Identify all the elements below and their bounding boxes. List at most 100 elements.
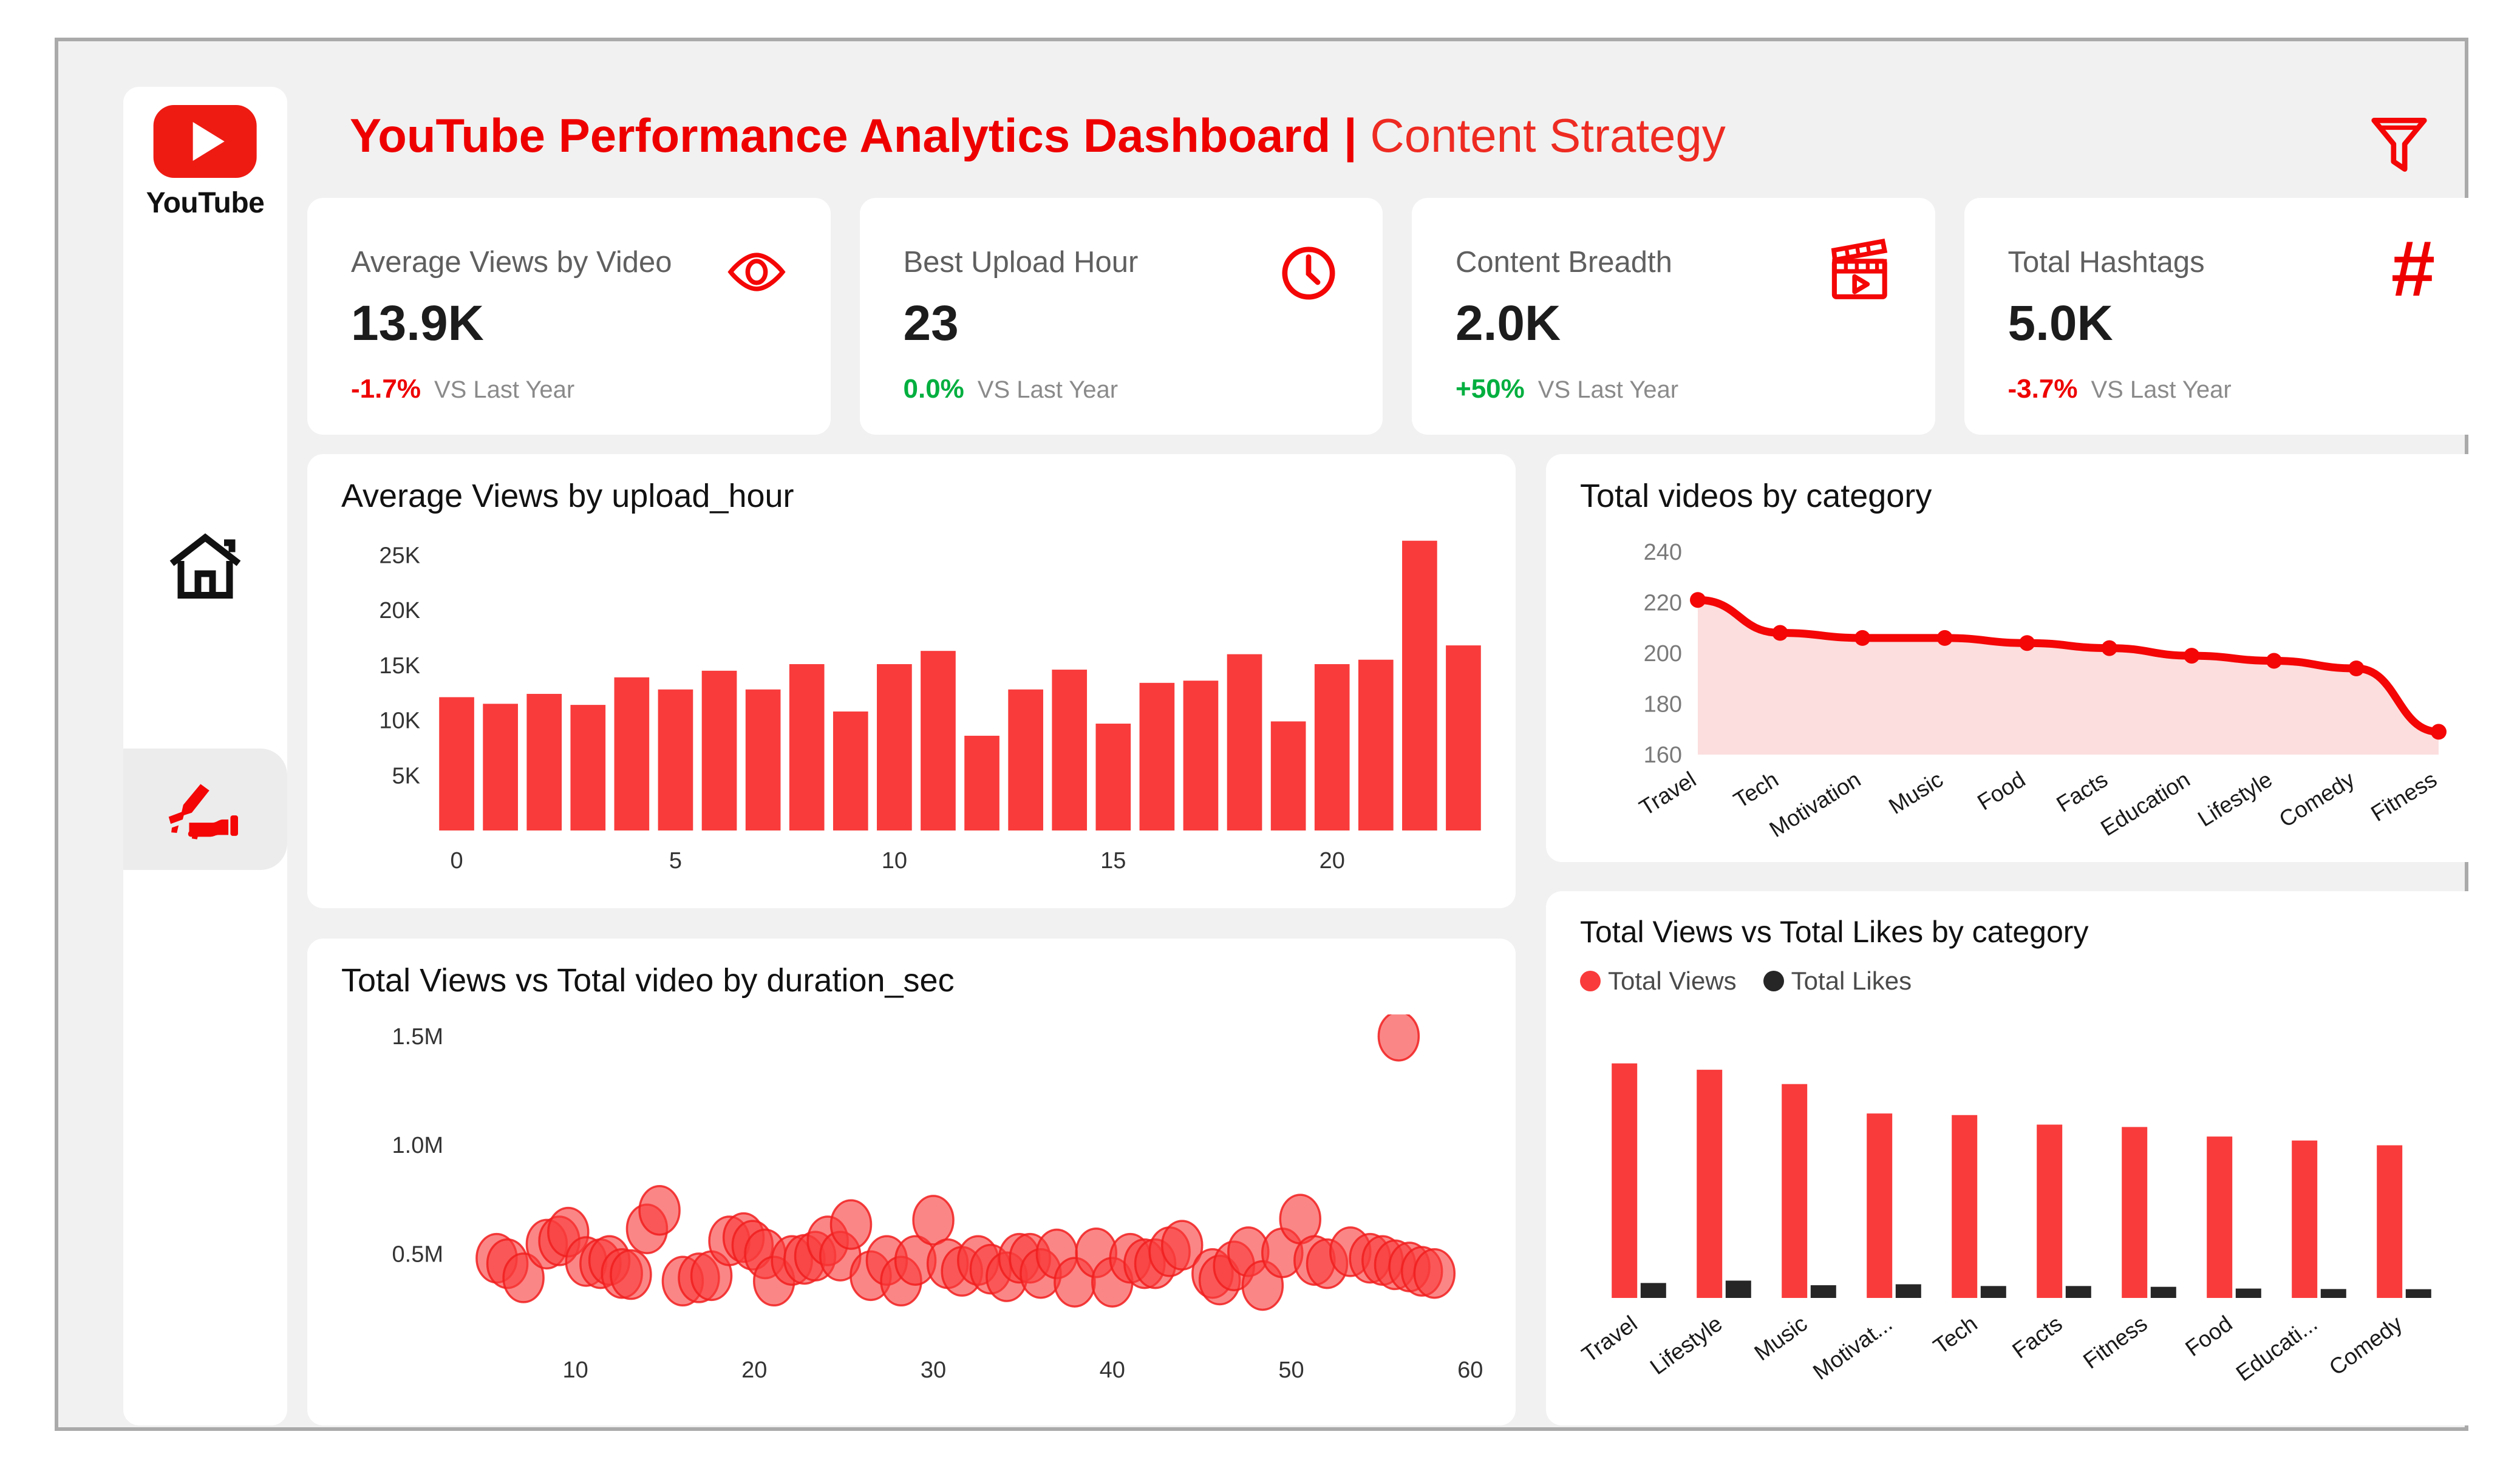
svg-text:15: 15 xyxy=(1100,848,1126,874)
svg-text:5: 5 xyxy=(669,848,682,874)
svg-text:Educati...: Educati... xyxy=(2232,1311,2322,1386)
svg-text:Motivat...: Motivat... xyxy=(1808,1311,1897,1384)
kpi-delta: -3.7% xyxy=(2007,374,2078,404)
clapperboard-icon xyxy=(1825,232,1898,305)
brand-name: YouTube xyxy=(146,187,265,219)
eye-icon xyxy=(726,242,787,302)
page-title-primary: YouTube Performance Analytics Dashboard … xyxy=(350,109,1357,162)
svg-text:30: 30 xyxy=(921,1357,946,1383)
svg-text:60: 60 xyxy=(1457,1357,1483,1383)
kpi-card-best-upload-hour[interactable]: Best Upload Hour 23 0.0% VS Last Year xyxy=(859,198,1383,435)
svg-text:Facts: Facts xyxy=(2007,1311,2066,1363)
legend-label: Total Views xyxy=(1608,966,1737,995)
kpi-comparison-label: VS Last Year xyxy=(434,376,575,403)
svg-text:180: 180 xyxy=(1644,691,1682,717)
page-title: YouTube Performance Analytics Dashboard … xyxy=(350,112,1726,159)
sidebar-item-home[interactable] xyxy=(169,530,242,603)
svg-text:200: 200 xyxy=(1644,641,1682,667)
svg-text:25K: 25K xyxy=(379,543,420,568)
sidebar-item-content-strategy[interactable] xyxy=(123,749,287,870)
kpi-card-total-hashtags[interactable]: Total Hashtags # 5.0K -3.7% VS Last Year xyxy=(1964,198,2487,435)
chart-panel-average-views-by-upload-hour[interactable]: Average Views by upload_hour 5K 10K 15K 20K… xyxy=(307,454,1516,908)
hash-icon: # xyxy=(2391,224,2436,313)
svg-text:10: 10 xyxy=(882,848,907,874)
page-title-secondary: Content Strategy xyxy=(1357,109,1726,162)
kpi-delta: 0.0% xyxy=(903,374,964,404)
svg-text:20: 20 xyxy=(1320,848,1345,874)
kpi-value: 2.0K xyxy=(1456,296,1561,351)
svg-text:Travel: Travel xyxy=(1635,767,1700,821)
signature-hand-icon xyxy=(168,784,238,840)
sidebar: YouTube xyxy=(123,87,287,1425)
svg-text:160: 160 xyxy=(1644,742,1682,768)
youtube-play-icon xyxy=(154,105,257,178)
svg-text:Tech: Tech xyxy=(1729,767,1783,813)
svg-text:240: 240 xyxy=(1644,540,1682,565)
svg-text:Travel: Travel xyxy=(1578,1311,1642,1367)
kpi-label: Average Views by Video xyxy=(351,246,672,279)
svg-text:Fitness: Fitness xyxy=(2366,767,2441,826)
kpi-card-content-breadth[interactable]: Content Breadth 2.0K +50% V xyxy=(1412,198,1935,435)
kpi-comparison-label: VS Last Year xyxy=(2091,376,2232,403)
kpi-value: 5.0K xyxy=(2007,296,2113,351)
svg-text:0.5M: 0.5M xyxy=(392,1241,443,1267)
svg-text:10K: 10K xyxy=(379,708,420,734)
svg-text:Comedy: Comedy xyxy=(2324,1311,2407,1380)
chart-panel-views-vs-likes-by-category[interactable]: Total Views vs Total Likes by category T… xyxy=(1546,891,2487,1425)
kpi-label: Total Hashtags xyxy=(2007,246,2205,279)
kpi-footer: -3.7% VS Last Year xyxy=(2008,374,2232,404)
kpi-value: 23 xyxy=(903,296,959,351)
chart-title: Total Views vs Total Likes by category xyxy=(1580,915,2089,949)
svg-text:220: 220 xyxy=(1644,590,1682,616)
kpi-delta: +50% xyxy=(1456,374,1525,404)
kpi-delta: -1.7% xyxy=(351,374,421,404)
svg-text:Lifestyle: Lifestyle xyxy=(1646,1311,1727,1379)
kpi-footer: +50% VS Last Year xyxy=(1456,374,1678,404)
svg-text:Facts: Facts xyxy=(2052,767,2112,817)
svg-text:Education: Education xyxy=(2096,767,2194,841)
bar-chart-upload-hour: 5K 10K 15K 20K 25K 0 5 10 15 20 xyxy=(379,540,1481,874)
svg-text:Fitness: Fitness xyxy=(2079,1311,2152,1373)
kpi-comparison-label: VS Last Year xyxy=(1538,376,1679,403)
funnel-filter-icon xyxy=(2371,117,2427,172)
svg-text:Music: Music xyxy=(1749,1311,1811,1365)
legend-item-total-views[interactable]: Total Views xyxy=(1580,966,1737,996)
scatter-chart-duration: 0.5M 1.0M 1.5M 10 20 30 40 50 60 xyxy=(392,1014,1483,1383)
svg-text:Motivation: Motivation xyxy=(1765,767,1865,842)
svg-text:5K: 5K xyxy=(392,763,420,789)
filter-button[interactable] xyxy=(2366,109,2433,176)
chart-panel-total-videos-by-category[interactable]: Total videos by category 160 180 200 220 240… xyxy=(1546,454,2487,862)
kpi-label: Content Breadth xyxy=(1456,246,1672,279)
chart-legend: Total Views Total Likes xyxy=(1580,966,1912,996)
brand-logo: YouTube xyxy=(146,105,265,220)
svg-text:1.5M: 1.5M xyxy=(392,1024,443,1050)
dashboard-frame: YouTube xyxy=(55,38,2487,1431)
svg-text:10: 10 xyxy=(562,1357,588,1383)
kpi-footer: -1.7% VS Last Year xyxy=(351,374,574,404)
svg-text:1.0M: 1.0M xyxy=(392,1133,443,1158)
kpi-value: 13.9K xyxy=(351,296,484,351)
kpi-card-average-views[interactable]: Average Views by Video 13.9K -1.7% VS Las… xyxy=(307,198,831,435)
legend-item-total-likes[interactable]: Total Likes xyxy=(1763,966,1912,996)
svg-text:Food: Food xyxy=(2181,1311,2236,1361)
svg-text:Comedy: Comedy xyxy=(2275,767,2359,832)
home-icon xyxy=(169,533,241,599)
chart-title: Total Views vs Total video by duration_s… xyxy=(341,962,955,999)
svg-text:20: 20 xyxy=(741,1357,767,1383)
chart-title: Total videos by category xyxy=(1580,478,1932,514)
svg-text:Tech: Tech xyxy=(1929,1311,1981,1359)
svg-text:40: 40 xyxy=(1100,1357,1125,1383)
legend-label: Total Likes xyxy=(1791,966,1912,995)
svg-text:Lifestyle: Lifestyle xyxy=(2193,767,2277,832)
kpi-row: Average Views by Video 13.9K -1.7% VS Las… xyxy=(307,198,2487,435)
legend-swatch xyxy=(1763,971,1784,991)
chart-title: Average Views by upload_hour xyxy=(341,478,794,514)
chart-panel-views-vs-duration[interactable]: Total Views vs Total video by duration_s… xyxy=(307,939,1516,1425)
clock-icon xyxy=(1272,237,1345,310)
svg-text:Music: Music xyxy=(1884,767,1947,819)
svg-text:15K: 15K xyxy=(379,653,420,679)
svg-text:20K: 20K xyxy=(379,598,420,623)
svg-text:Food: Food xyxy=(1973,767,2029,815)
